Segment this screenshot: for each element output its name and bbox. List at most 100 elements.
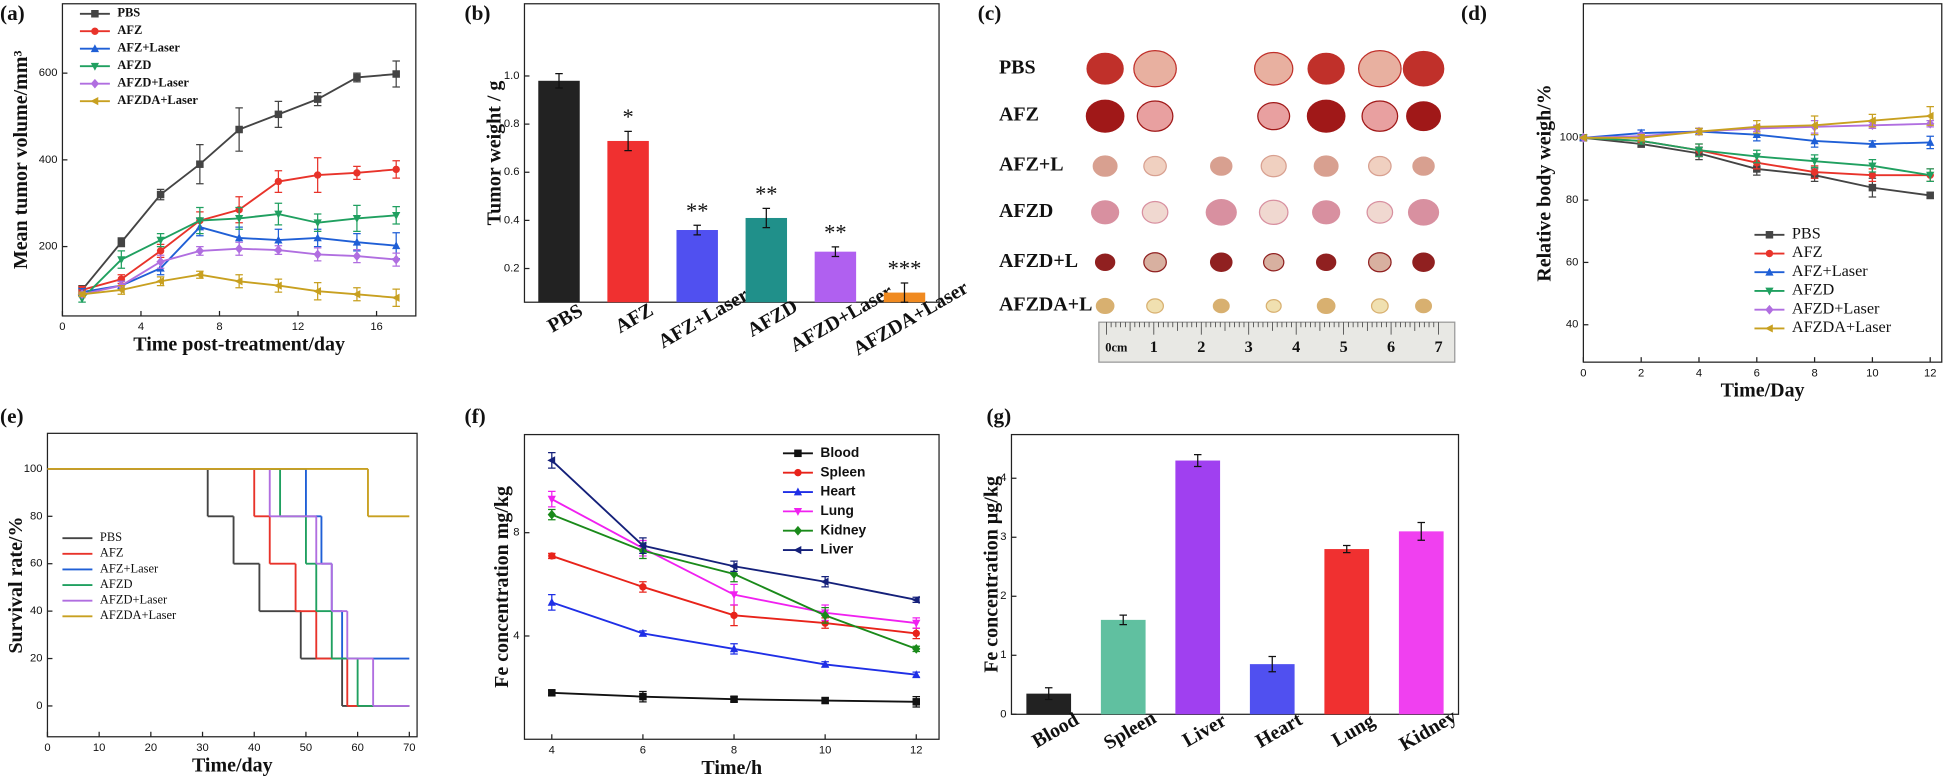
bar [607,140,649,303]
error-bar [831,246,840,258]
marker [729,591,739,600]
x-axis-label: Time/h [701,757,762,778]
tumor [1357,50,1402,88]
y-axis-label: Fe concentration µg/kg [980,476,1002,673]
marker [1867,116,1876,125]
x-tick-label: 6 [1754,367,1760,379]
marker [548,689,556,697]
y-tick-label: 40 [1566,319,1578,331]
x-tick-label: 8 [216,321,222,333]
tumor [1306,99,1346,133]
y-tick-label: 400 [39,154,58,166]
tumor [1086,52,1124,85]
marker [392,241,401,250]
x-tick-label: 0 [44,742,50,754]
marker [639,583,647,591]
tumor [1085,99,1125,133]
tumor [1367,252,1392,273]
ruler-label: 0cm [1105,340,1128,354]
tumor [1402,50,1445,87]
marker [274,177,283,186]
x-axis-label: Time/day [192,754,273,776]
marker [235,233,244,242]
row-label: AFZ+L [999,154,1064,176]
tumor [1412,252,1435,272]
marker [1810,168,1819,176]
y-tick-label: 4 [1000,472,1006,484]
legend-label: AFZDA+Laser [100,608,177,622]
marker [1810,157,1819,166]
error-bar [762,207,771,229]
y-tick-label: 4 [513,630,519,642]
legend-marker [1765,249,1774,258]
y-axis-label: Fe concentration mg/kg [491,486,513,688]
marker [117,256,126,265]
tumor [1258,199,1289,226]
marker [313,287,322,296]
x-tick-label: AFZDA+Laser [849,277,972,361]
ruler-label: 5 [1340,338,1348,356]
tumor [1412,156,1435,176]
tumor [1133,50,1177,88]
marker [1926,171,1935,180]
ruler-label: 4 [1292,338,1300,356]
marker [639,692,647,701]
bar [676,230,718,303]
tumor [1367,155,1392,177]
marker [547,495,556,504]
legend-label: AFZD+Laser [100,593,168,607]
row-label: AFZ [999,104,1039,126]
y-axis-label: Tumor weight / g [483,81,505,226]
error-bar [693,224,701,236]
marker [1752,153,1761,161]
y-tick-label: 40 [30,605,42,617]
y-tick-label: 60 [1566,256,1578,268]
y-axis-label: Mean tumor volume/mm³ [10,51,32,270]
y-tick-label: 0.6 [504,166,520,178]
plot-frame [61,3,417,317]
x-tick-label: 2 [1638,367,1644,379]
ruler-label: 6 [1387,338,1395,356]
x-tick-label: 12 [292,321,304,333]
marker [911,595,920,604]
marker [77,290,86,299]
ruler [1098,321,1456,363]
marker [274,110,283,119]
significance: ** [686,198,708,223]
x-tick-label: 12 [1924,367,1936,379]
x-tick-label: 4 [1696,367,1702,379]
y-tick-label: 0.4 [504,214,520,226]
ruler-label: 2 [1197,338,1205,356]
marker [235,215,244,223]
panel-label: (e) [0,404,24,428]
tumor [1143,252,1167,273]
legend-marker [793,545,802,555]
marker [195,217,204,226]
y-tick-label: 0.8 [504,118,520,130]
legend-marker [1765,287,1774,296]
x-tick-label: 10 [1866,367,1878,379]
significance: ** [824,220,846,245]
legend-label: AFZ+Laser [117,41,180,55]
marker [912,619,921,628]
x-tick-label: PBS [544,300,587,337]
legend-label: Spleen [820,464,865,479]
error-bar [624,130,632,152]
legend-label: AFZ [1792,243,1823,261]
x-axis-label: Time/Day [1721,380,1805,402]
legend-label: AFZ+Laser [100,561,159,575]
marker [235,125,243,134]
legend-marker [794,468,802,477]
marker [273,281,282,290]
x-tick-label: 4 [138,321,144,333]
tumor [1253,51,1294,86]
marker [353,169,361,177]
tumor [1146,298,1164,314]
row-label: PBS [999,56,1036,78]
x-tick-label: 10 [819,744,831,756]
x-tick-label: Heart [1252,708,1307,752]
legend-label: Blood [820,445,859,460]
marker [156,277,164,286]
marker [638,541,647,550]
bar [538,80,580,303]
